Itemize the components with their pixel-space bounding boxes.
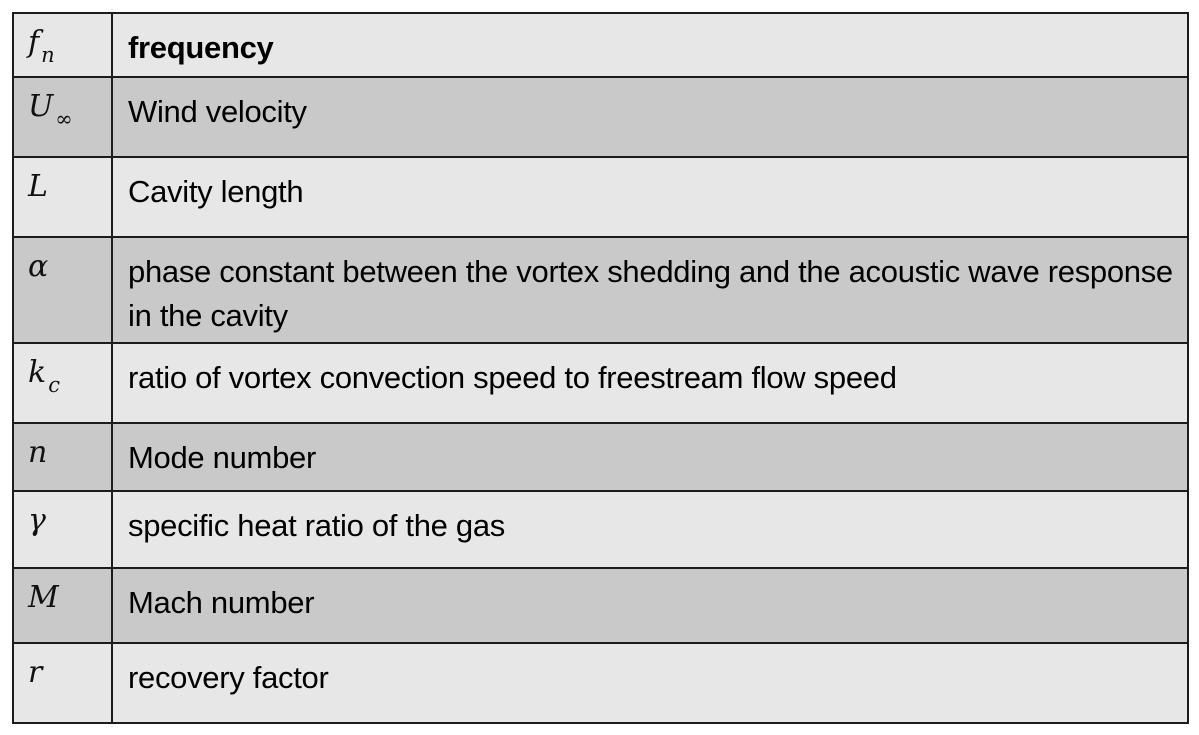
- symbol-cell: fn: [12, 12, 113, 78]
- symbol: k: [28, 355, 47, 390]
- symbol-cell: U∞: [12, 76, 113, 158]
- table-row: α phase constant between the vortex shed…: [12, 236, 1189, 344]
- table-row: r recovery factor: [12, 642, 1189, 724]
- symbol: U: [28, 89, 54, 124]
- symbol-subscript: n: [41, 43, 55, 67]
- table-body: fn frequency U∞ Wind velocity L Cavity l…: [12, 12, 1189, 724]
- description-cell: Mode number: [111, 422, 1189, 492]
- table-row: n Mode number: [12, 422, 1189, 492]
- description-cell: frequency: [111, 12, 1189, 78]
- symbol-subscript: ∞: [55, 107, 73, 131]
- symbol-cell: M: [12, 567, 113, 644]
- symbol-cell: n: [12, 422, 113, 492]
- symbol: γ: [28, 503, 46, 538]
- table-row: M Mach number: [12, 567, 1189, 644]
- table-row: L Cavity length: [12, 156, 1189, 238]
- table-row: fn frequency: [12, 12, 1189, 78]
- description-cell: Mach number: [111, 567, 1189, 644]
- symbol: n: [28, 435, 48, 470]
- table-row: kc ratio of vortex convection speed to f…: [12, 342, 1189, 424]
- symbol-subscript: c: [48, 373, 60, 397]
- description-cell: ratio of vortex convection speed to free…: [111, 342, 1189, 424]
- symbol: r: [28, 655, 43, 690]
- description-cell: Wind velocity: [111, 76, 1189, 158]
- symbol-cell: γ: [12, 490, 113, 569]
- nomenclature-table: fn frequency U∞ Wind velocity L Cavity l…: [12, 12, 1189, 724]
- symbol: α: [28, 249, 49, 284]
- symbol-cell: r: [12, 642, 113, 724]
- symbol-cell: L: [12, 156, 113, 238]
- symbol-cell: kc: [12, 342, 113, 424]
- symbol: f: [28, 25, 40, 60]
- description-cell: recovery factor: [111, 642, 1189, 724]
- description-cell: specific heat ratio of the gas: [111, 490, 1189, 569]
- symbol: M: [28, 580, 59, 615]
- table-row: γ specific heat ratio of the gas: [12, 490, 1189, 569]
- description-cell: Cavity length: [111, 156, 1189, 238]
- description-cell: phase constant between the vortex sheddi…: [111, 236, 1189, 344]
- symbol: L: [28, 169, 48, 204]
- table-row: U∞ Wind velocity: [12, 76, 1189, 158]
- symbol-cell: α: [12, 236, 113, 344]
